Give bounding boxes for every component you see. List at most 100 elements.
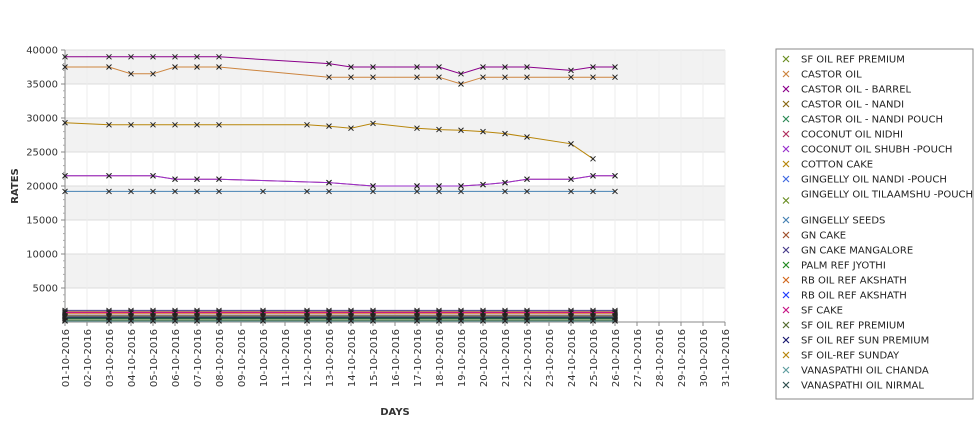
data-point [414,183,420,189]
legend-marker [782,130,790,138]
legend-marker [782,216,790,224]
x-tick-label: 15-10-2016 [369,329,380,387]
data-point [304,314,310,321]
x-tick-label: 24-10-2016 [567,329,578,387]
x-tick-label: 02-10-2016 [83,329,94,387]
data-point [524,134,530,140]
data-point [502,314,508,321]
legend-marker [782,261,790,269]
x-tick-label: 04-10-2016 [127,329,138,387]
data-point [62,53,68,60]
data-point [370,188,376,195]
legend-label: CASTOR OIL - NANDI POUCH [801,115,943,126]
data-point [612,314,618,321]
legend-label: SF OIL REF SUN PREMIUM [801,336,929,347]
data-point [590,64,596,70]
data-point [326,188,332,195]
data-point [612,64,618,70]
data-point [326,179,332,186]
x-tick-label: 20-10-2016 [479,329,490,387]
data-point [62,314,68,321]
series [62,318,618,324]
data-point [436,183,442,189]
legend-marker [782,336,790,344]
legend-label: GN CAKE [801,231,846,242]
data-point [568,74,574,81]
legend-item: GINGELLY SEEDS [782,216,885,227]
y-tick-label: 30000 [26,114,58,125]
legend-item: SF OIL REF SUN PREMIUM [782,336,929,347]
data-point [194,64,200,70]
data-point [128,70,134,77]
data-point [128,314,134,321]
data-point [216,188,222,195]
data-point [414,74,420,81]
legend-label: GINGELLY OIL TILAAMSHU -POUCH [801,190,973,201]
data-point [194,121,200,128]
data-point [216,314,222,321]
data-point [348,74,354,81]
y-tick-label: 5000 [33,284,58,295]
legend-label: SF OIL REF PREMIUM [801,321,905,332]
data-point [502,179,508,186]
data-point [106,188,112,195]
x-axis-title: DAYS [380,407,410,418]
legend-item: SF OIL-REF SUNDAY [782,351,900,362]
legend-box [775,48,974,400]
x-tick-label: 29-10-2016 [677,329,688,387]
legend-item: GN CAKE [782,231,846,242]
legend-label: RB OIL REF AKSHATH [801,291,907,302]
data-point [194,188,200,195]
legend-item: CASTOR OIL - NANDI POUCH [782,115,943,126]
data-point [172,53,178,60]
data-point [370,120,376,127]
legend-item: COCONUT OIL SHUBH -POUCH [782,145,952,156]
data-point [62,188,68,195]
data-point [458,314,464,321]
data-point [150,314,156,321]
data-point [524,188,530,195]
data-point [370,74,376,81]
data-point [62,119,68,126]
legend-marker [782,321,790,329]
data-point [612,188,618,195]
data-point [568,176,574,183]
data-point [106,53,112,60]
legend-label: SF OIL-REF SUNDAY [801,351,900,362]
legend-label: SF OIL REF PREMIUM [801,55,905,66]
legend-item: GN CAKE MANGALORE [782,246,913,257]
y-tick-label: 15000 [26,216,58,227]
data-point [216,121,222,128]
legend-label: GINGELLY OIL NANDI -POUCH [801,175,947,186]
data-point [150,121,156,128]
data-point [260,314,266,321]
data-point [458,81,464,87]
data-point [348,314,354,321]
data-point [480,181,486,188]
series [62,64,618,87]
legend-label: COTTON CAKE [801,160,873,171]
data-point [590,74,596,81]
data-point [568,188,574,195]
data-point [458,70,464,77]
data-point [304,121,310,128]
series [62,172,618,189]
data-point [612,172,618,179]
data-point [62,172,68,179]
data-point [326,314,332,321]
data-point [414,64,420,70]
data-point [502,74,508,81]
legend-marker [782,145,790,153]
legend-marker [782,55,790,63]
x-tick-label: 28-10-2016 [655,329,666,387]
data-point [150,188,156,195]
data-point [326,60,332,67]
y-tick-label: 35000 [26,80,58,91]
legend-label: CASTOR OIL [801,70,862,81]
data-point [436,188,442,195]
legend-label: PALM REF JYOTHI [801,261,886,272]
legend-marker [782,70,790,78]
data-point [172,64,178,70]
data-point [590,172,596,179]
data-point [216,64,222,70]
